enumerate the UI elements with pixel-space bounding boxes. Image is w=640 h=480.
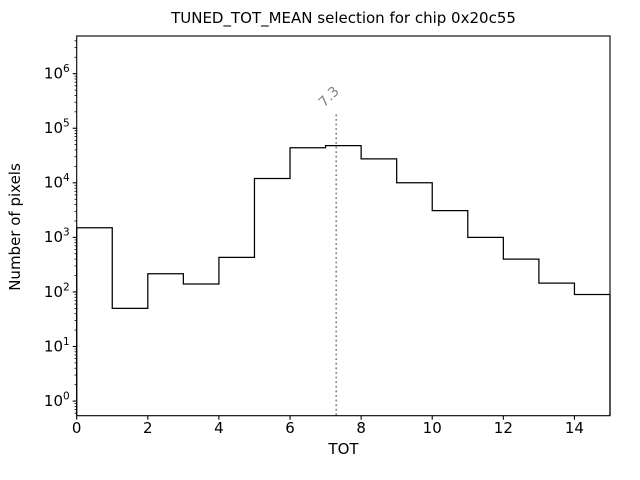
plot-frame — [76, 35, 611, 417]
y-tick-label: 102 — [44, 281, 70, 301]
x-tick-label: 2 — [143, 419, 153, 437]
y-tick-label: 100 — [44, 390, 70, 410]
y-tick-label: 101 — [44, 336, 70, 356]
x-tick-label: 4 — [214, 419, 224, 437]
x-tick-label: 8 — [356, 419, 366, 437]
y-tick-label: 104 — [44, 172, 70, 192]
x-tick-label: 10 — [423, 419, 442, 437]
chart-title: TUNED_TOT_MEAN selection for chip 0x20c5… — [171, 9, 516, 27]
y-tick-label: 105 — [44, 118, 70, 138]
x-tick-label: 12 — [494, 419, 513, 437]
y-tick-label: 103 — [44, 227, 70, 247]
histogram-step-line — [76, 145, 611, 416]
y-tick-label: 106 — [44, 63, 70, 83]
x-axis-label: TOT — [328, 440, 359, 458]
x-tick-label: 0 — [72, 419, 82, 437]
threshold-label: 7.3 — [316, 84, 343, 111]
x-tick-label: 14 — [565, 419, 584, 437]
x-tick-label: 6 — [285, 419, 295, 437]
